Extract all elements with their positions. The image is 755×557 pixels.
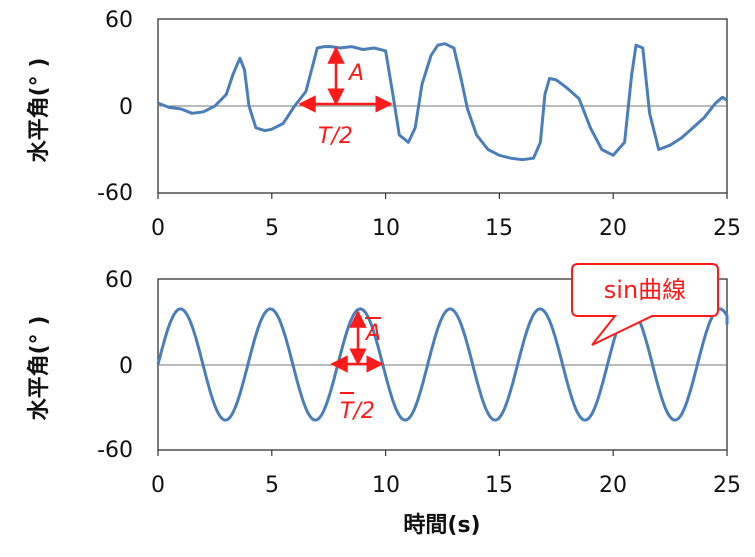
top-ytick-60: 60 (105, 8, 133, 33)
top-xtick-15: 15 (485, 216, 513, 241)
bottom-amplitude-label: A (364, 321, 381, 346)
bottom-xtick-20: 20 (599, 473, 627, 498)
top-amplitude-label: A (347, 61, 364, 86)
bottom-ytick-neg60: -60 (97, 438, 133, 463)
bottom-xtick-25: 25 (713, 473, 741, 498)
bottom-xtick-5: 5 (265, 473, 279, 498)
top-xtick-25: 25 (713, 216, 741, 241)
top-xtick-0: 0 (151, 216, 165, 241)
bottom-y-axis-label: 水平角(° ) (26, 316, 52, 421)
top-y-axis-label: 水平角(° ) (26, 58, 52, 163)
top-series-line (157, 42, 728, 162)
bottom-half-period-label: T/2 (340, 399, 375, 424)
top-half-period-label: T/2 (318, 124, 353, 149)
callout-bubble (571, 263, 719, 346)
sin-curve-callout: sin曲線 (571, 263, 719, 346)
top-xtick-20: 20 (599, 216, 627, 241)
callout-label: sin曲線 (604, 276, 686, 304)
bottom-xtick-0: 0 (151, 473, 165, 498)
top-ytick-neg60: -60 (97, 181, 133, 206)
bottom-ytick-0: 0 (119, 354, 133, 379)
top-xtick-10: 10 (372, 216, 400, 241)
top-panel: 60 0 -60 0 5 10 15 20 25 水平角(° ) A T/2 (26, 8, 741, 241)
bottom-panel: 60 0 -60 0 5 10 15 20 25 水平角(° ) A T/2 s… (26, 263, 741, 538)
x-axis-label: 時間(s) (403, 513, 480, 538)
bottom-xtick-15: 15 (485, 473, 513, 498)
top-xtick-5: 5 (265, 216, 279, 241)
bottom-xtick-10: 10 (372, 473, 400, 498)
top-ytick-0: 0 (119, 95, 133, 120)
top-x-tick-marks (157, 193, 728, 199)
bottom-ytick-60: 60 (105, 268, 133, 293)
bottom-x-tick-marks (157, 450, 728, 456)
